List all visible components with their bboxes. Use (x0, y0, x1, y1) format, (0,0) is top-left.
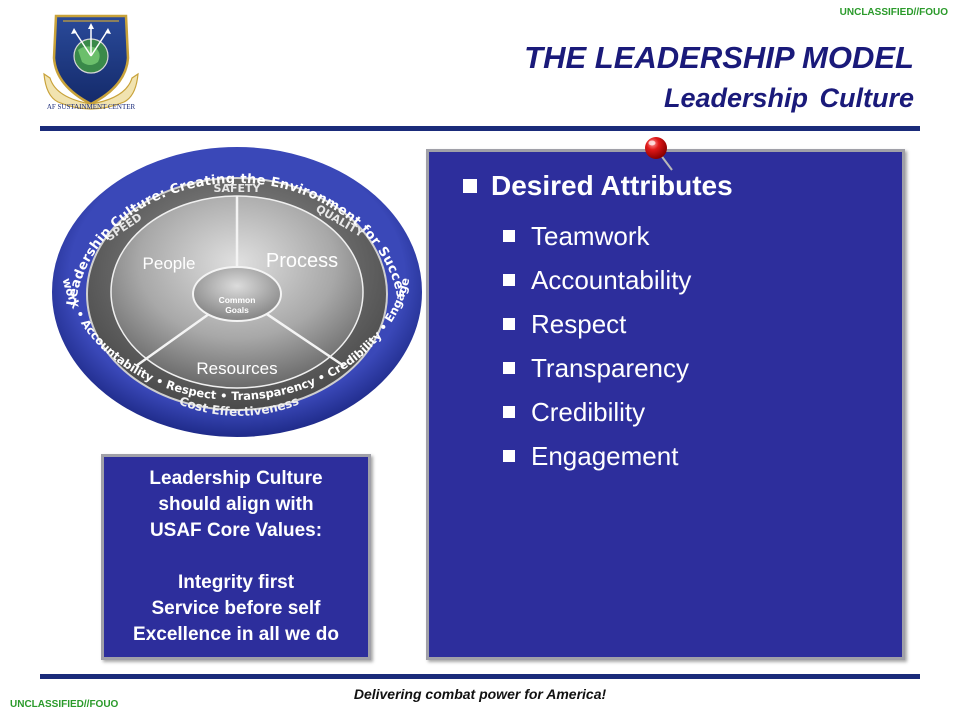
attribute-item: Credibility (503, 390, 691, 434)
square-bullet-icon (503, 406, 515, 418)
core-value-integrity: Integrity first (177, 572, 295, 593)
common-goals-hub (192, 266, 282, 322)
pushpin-icon (645, 137, 673, 171)
core-value-excellence: Excellence in all we do (133, 624, 339, 645)
header-divider (40, 126, 920, 131)
page-subtitle: Leadership Culture (663, 83, 914, 113)
attribute-item: Engagement (503, 434, 691, 478)
classification-top: UNCLASSIFIED//FOUO (839, 7, 948, 18)
sector-resources: Resources (196, 359, 277, 378)
sector-process: Process (266, 250, 338, 272)
attributes-heading: Desired Attributes (463, 170, 733, 202)
ring-label-safety: SAFETY (214, 182, 262, 195)
classification-bottom: UNCLASSIFIED//FOUO (10, 699, 119, 710)
page-title: THE LEADERSHIP MODEL (524, 40, 914, 75)
attribute-item: Transparency (503, 346, 691, 390)
footer-tagline: Delivering combat power for America! (353, 686, 607, 702)
hub-label-line1: Common (219, 295, 256, 305)
logo-banner-text: AF SUSTAINMENT CENTER (47, 103, 136, 111)
values-line-1: Leadership Culture (149, 468, 323, 489)
square-bullet-icon (503, 274, 515, 286)
square-bullet-icon (503, 230, 515, 242)
values-line-3: USAF Core Values: (149, 520, 323, 541)
core-value-service: Service before self (151, 598, 321, 619)
core-values-box: Leadership Culture should align with USA… (101, 454, 371, 660)
attribute-item: Respect (503, 302, 691, 346)
hub-label-line2: Goals (225, 305, 249, 315)
attributes-heading-text: Desired Attributes (491, 170, 733, 201)
square-bullet-icon (503, 362, 515, 374)
footer-divider (40, 674, 920, 679)
leadership-culture-wheel: Leadership Culture: Creating the Environ… (44, 144, 424, 439)
values-line-2: should align with (158, 494, 314, 515)
sector-people: People (143, 254, 196, 273)
desired-attributes-panel: Desired Attributes Teamwork Accountabili… (426, 149, 905, 660)
square-bullet-icon (503, 318, 515, 330)
af-sustainment-center-logo: AF SUSTAINMENT CENTER (43, 14, 139, 111)
square-bullet-icon (463, 179, 477, 193)
attributes-list: Teamwork Accountability Respect Transpar… (503, 214, 691, 478)
attribute-item: Accountability (503, 258, 691, 302)
square-bullet-icon (503, 450, 515, 462)
attribute-item: Teamwork (503, 214, 691, 258)
